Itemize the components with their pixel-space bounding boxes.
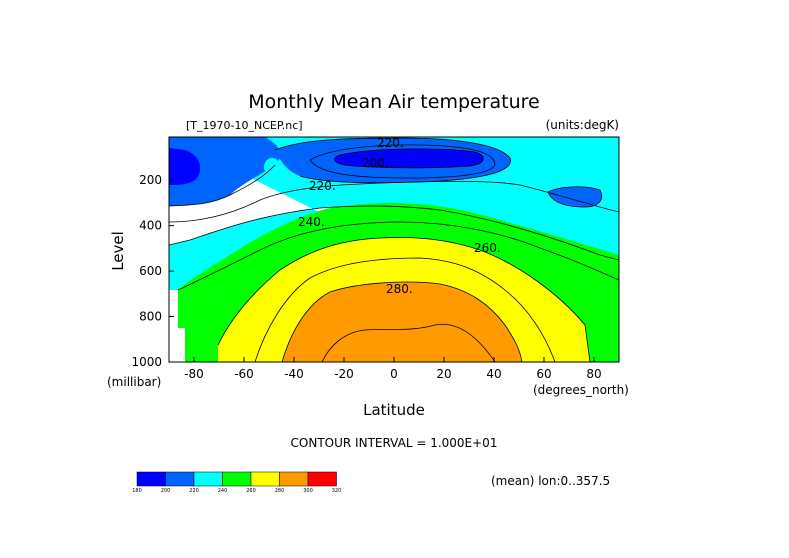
- colorbar-tick-label: 240: [218, 488, 228, 494]
- colorbar-swatch: [307, 471, 337, 487]
- contour-line-240: [169, 205, 619, 261]
- contour-line-280: [281, 281, 523, 362]
- band-below-200-south: [169, 148, 201, 185]
- mean-note: (mean) lon:0..357.5: [491, 474, 610, 488]
- x-tick-label: -80: [184, 367, 204, 381]
- band-200-220-north: [548, 186, 602, 207]
- contour-label: 260.: [474, 241, 501, 255]
- contour-lines: [169, 137, 619, 362]
- colorbar-swatch: [165, 471, 195, 487]
- x-tick-label: 20: [436, 367, 451, 381]
- contour-line-250: [177, 221, 619, 291]
- x-tick-label: 60: [536, 367, 551, 381]
- y-tick-label: 800: [139, 310, 162, 324]
- y-axis-title: Level: [109, 231, 127, 271]
- y-axis: 200 400 600 800 1000: [131, 173, 174, 369]
- y-units: (millibar): [107, 375, 161, 389]
- contour-fields: [169, 137, 619, 362]
- x-tick-label: -40: [284, 367, 304, 381]
- y-tick-label: 400: [139, 219, 162, 233]
- x-tick-label: -20: [334, 367, 354, 381]
- contour-line-200-upper: [334, 148, 484, 169]
- y-tick-label: 1000: [131, 355, 162, 369]
- contour-line-220-upper: [274, 137, 511, 184]
- colorbar-tick-label: 320: [332, 488, 342, 494]
- band-200-220-south: [169, 137, 281, 206]
- dataset-label: [T_1970-10_NCEP.nc]: [186, 119, 303, 132]
- band-below-200-upper: [334, 148, 484, 168]
- x-tick-label: 80: [586, 367, 601, 381]
- colorbar-tick-label: 300: [303, 488, 313, 494]
- contour-labels: 220. 200. 220. 240. 260. 280.: [298, 136, 501, 296]
- contour-label: 220.: [309, 179, 336, 193]
- contour-line-260: [217, 237, 591, 362]
- units-label: (units:degK): [546, 118, 619, 132]
- y-tick-label: 200: [139, 173, 162, 187]
- colorbar-tick-label: 180: [132, 488, 142, 494]
- colorbar-tick-label: 280: [275, 488, 285, 494]
- colorbar-tick-label: 260: [246, 488, 256, 494]
- below-ground-sliver: [178, 328, 185, 362]
- x-units: (degrees_north): [533, 383, 629, 397]
- below-ground-mask: [169, 290, 178, 362]
- contour-line-290: [321, 323, 496, 362]
- colorbar-tick-label: 220: [189, 488, 199, 494]
- contour-interval: CONTOUR INTERVAL = 1.000E+01: [291, 436, 498, 450]
- contour-line-220-south: [169, 164, 276, 207]
- y-tick-label: 600: [139, 264, 162, 278]
- band-280-300: [282, 282, 522, 362]
- contour-line-210: [309, 144, 496, 179]
- colorbar-swatch: [279, 471, 309, 487]
- x-axis-title: Latitude: [363, 401, 425, 419]
- x-tick-label: 0: [390, 367, 398, 381]
- colorbar: 180 200 220 240 260 280 300 320: [132, 471, 342, 494]
- x-axis: -80 -60 -40 -20 0 20 40 60 80: [184, 357, 602, 381]
- colorbar-swatch: [193, 471, 223, 487]
- x-tick-label: 40: [486, 367, 501, 381]
- contour-label: 200.: [362, 156, 389, 170]
- contour-line-220-north: [547, 186, 602, 208]
- colorbar-swatch: [136, 471, 166, 487]
- contour-label: 220.: [377, 136, 404, 150]
- contour-line-270: [254, 257, 556, 362]
- contour-label: 280.: [386, 282, 413, 296]
- colorbar-swatch: [250, 471, 280, 487]
- colorbar-tick-label: 200: [161, 488, 171, 494]
- contour-line-230: [169, 180, 619, 223]
- chart-title: Monthly Mean Air temperature: [248, 91, 539, 113]
- x-tick-label: -60: [234, 367, 254, 381]
- contour-label: 240.: [298, 215, 325, 229]
- colorbar-swatch: [222, 471, 252, 487]
